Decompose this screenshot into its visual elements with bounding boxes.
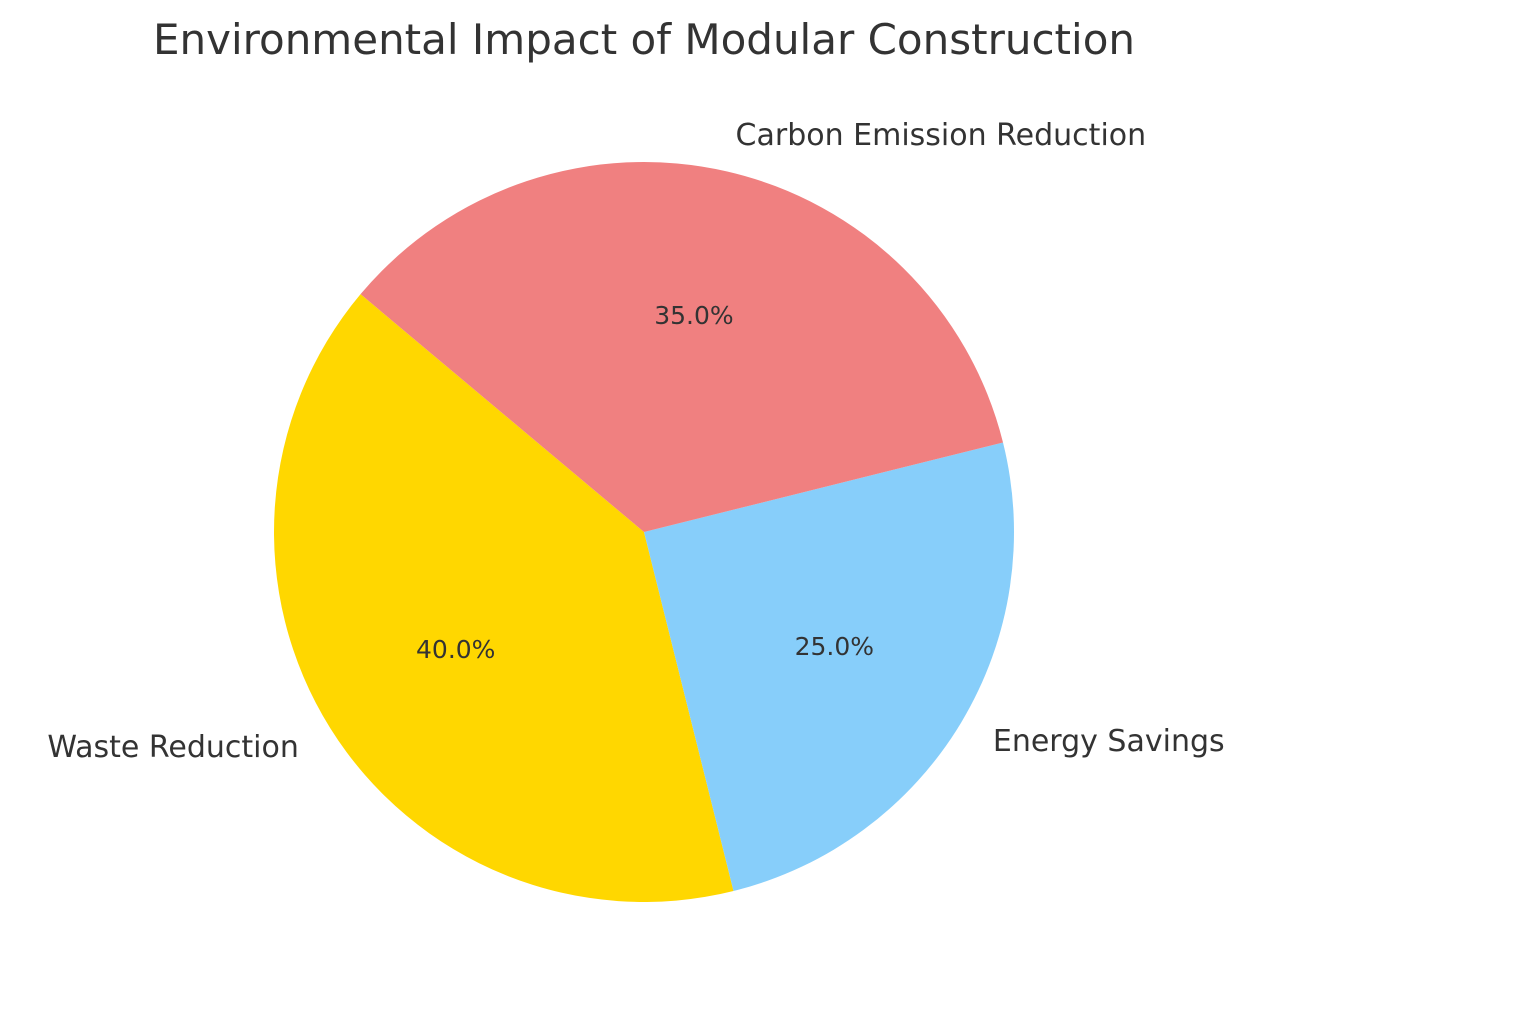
pie-slice-carbon-emission-reduction [360, 162, 1004, 532]
pie-slices [274, 162, 1014, 902]
percent-label-energy-savings: 25.0% [795, 632, 874, 661]
category-label-energy-savings: Energy Savings [993, 724, 1225, 759]
category-label-waste-reduction: Waste Reduction [47, 730, 298, 765]
category-label-carbon-emission-reduction: Carbon Emission Reduction [736, 118, 1147, 153]
category-labels: Waste Reduction Energy Savings Carbon Emis… [47, 118, 1224, 765]
percent-label-waste-reduction: 40.0% [416, 635, 495, 664]
pie-slice-waste-reduction [274, 294, 734, 902]
percent-labels: 40.0% 25.0% 35.0% [416, 301, 874, 664]
pie-slice-energy-savings [644, 442, 1014, 892]
chart-title: Environmental Impact of Modular Construc… [153, 15, 1135, 64]
percent-label-carbon-emission-reduction: 35.0% [654, 301, 733, 330]
